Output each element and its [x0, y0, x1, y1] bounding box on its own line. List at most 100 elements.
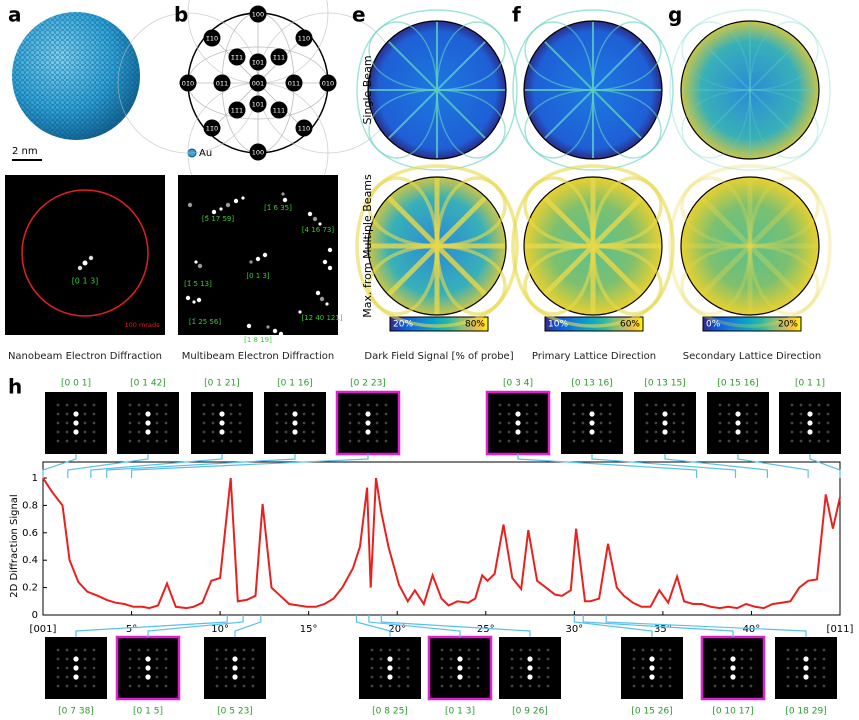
pole	[319, 74, 337, 92]
pole	[203, 29, 221, 47]
faint-spot	[83, 684, 87, 688]
panel-letter: g	[668, 3, 682, 27]
faint-spot	[164, 412, 168, 416]
faint-spot	[311, 430, 315, 434]
faint-spot	[211, 403, 215, 407]
faint-spot	[534, 439, 538, 443]
faint-spot	[672, 439, 676, 443]
faint-spot	[608, 421, 612, 425]
faint-spot	[813, 666, 817, 670]
bright-spot	[145, 656, 151, 662]
connector	[368, 615, 461, 637]
faint-spot	[740, 684, 744, 688]
pole-label: 11̄1	[231, 107, 243, 115]
faint-spot	[681, 430, 685, 434]
bright-spot	[365, 420, 371, 426]
faint-spot	[74, 684, 78, 688]
pole-label: 01̄0	[182, 80, 194, 88]
faint-spot	[65, 439, 69, 443]
faint-spot	[632, 666, 636, 670]
faint-spot	[137, 684, 141, 688]
faint-spot	[406, 684, 410, 688]
orientation-map	[356, 9, 518, 171]
faint-spot	[370, 648, 374, 652]
faint-spot	[722, 684, 726, 688]
connector	[573, 615, 653, 637]
faint-spot	[799, 403, 803, 407]
caption: Primary Lattice Direction	[532, 351, 656, 362]
pole	[270, 48, 288, 66]
faint-spot	[534, 421, 538, 425]
y-tick-label: 0	[32, 610, 38, 621]
row-label: Single Beam	[361, 55, 374, 124]
faint-spot	[449, 666, 453, 670]
faint-spot	[507, 421, 511, 425]
thumbnail	[634, 392, 696, 454]
faint-spot	[817, 430, 821, 434]
faint-spot	[608, 412, 612, 416]
pattern-label: [0 8 25]	[372, 707, 408, 717]
bright-spot	[219, 429, 225, 435]
faint-spot	[546, 666, 550, 670]
bright-spot	[73, 429, 79, 435]
spot	[185, 295, 191, 301]
faint-spot	[599, 439, 603, 443]
faint-spot	[817, 412, 821, 416]
faint-spot	[507, 439, 511, 443]
faint-spot	[645, 412, 649, 416]
faint-spot	[384, 412, 388, 416]
caption: Dark Field Signal [% of probe]	[364, 351, 513, 362]
faint-spot	[375, 412, 379, 416]
spot	[307, 211, 313, 217]
faint-spot	[672, 412, 676, 416]
thumbnail	[191, 392, 253, 454]
faint-spot	[202, 421, 206, 425]
connector	[75, 615, 228, 637]
faint-spot	[211, 421, 215, 425]
caption: Nanobeam Electron Diffraction	[8, 351, 162, 362]
faint-spot	[155, 666, 159, 670]
faint-spot	[525, 403, 529, 407]
bright-spot	[73, 420, 79, 426]
pole-label: 100	[252, 11, 264, 19]
faint-spot	[754, 412, 758, 416]
bright-spot	[589, 411, 595, 417]
pole	[228, 48, 246, 66]
x-tick-label: [001]	[30, 624, 57, 635]
faint-spot	[519, 657, 523, 661]
faint-spot	[375, 403, 379, 407]
faint-spot	[384, 439, 388, 443]
faint-spot	[155, 403, 159, 407]
faint-spot	[164, 421, 168, 425]
bright-spot	[387, 665, 393, 671]
zone-label: [0 1 3]	[246, 272, 270, 280]
faint-spot	[202, 430, 206, 434]
faint-spot	[519, 648, 523, 652]
faint-spot	[155, 439, 159, 443]
bright-spot	[219, 420, 225, 426]
faint-spot	[645, 439, 649, 443]
spot	[225, 202, 231, 208]
faint-spot	[498, 430, 502, 434]
band	[680, 244, 820, 328]
spot	[88, 255, 94, 261]
faint-spot	[302, 421, 306, 425]
bright-spot	[387, 674, 393, 680]
spot	[77, 265, 83, 271]
colorbar	[544, 316, 644, 332]
faint-spot	[284, 421, 288, 425]
bright-spot	[735, 420, 741, 426]
pole	[249, 95, 267, 113]
panel-letter: f	[512, 3, 521, 27]
faint-spot	[215, 657, 219, 661]
pole	[203, 119, 221, 137]
faint-spot	[65, 412, 69, 416]
faint-spot	[745, 403, 749, 407]
faint-spot	[440, 648, 444, 652]
faint-spot	[498, 439, 502, 443]
faint-spot	[128, 430, 132, 434]
faint-spot	[366, 439, 370, 443]
faint-spot	[92, 657, 96, 661]
thumbnail	[499, 637, 561, 699]
faint-spot	[581, 403, 585, 407]
